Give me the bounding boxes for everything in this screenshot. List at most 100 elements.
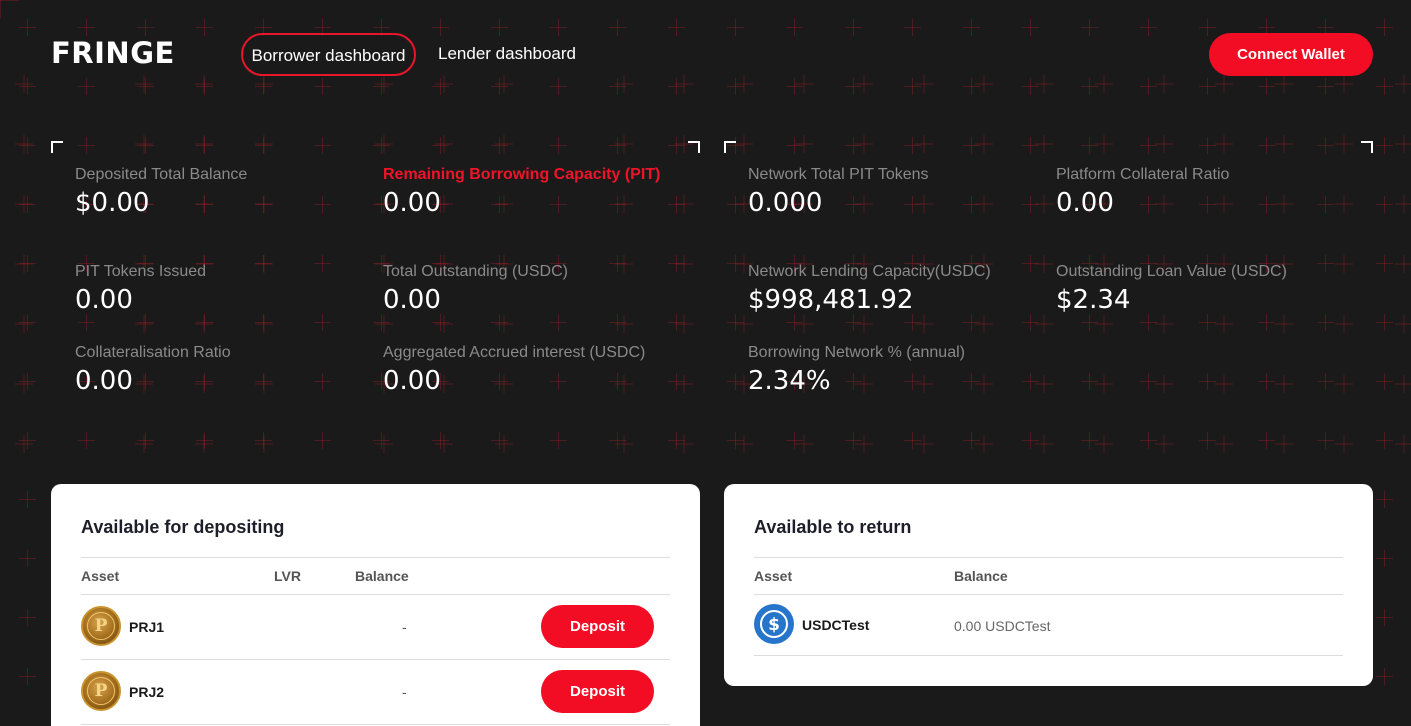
stat-label: Remaining Borrowing Capacity (PIT) bbox=[383, 166, 661, 183]
table-row: $ USDCTest 0.00 USDCTest bbox=[754, 595, 1343, 655]
background-cross bbox=[1335, 195, 1353, 213]
stat-network-lending-capacity: Network Lending Capacity(USDC) $998,481.… bbox=[748, 263, 991, 315]
background-cross bbox=[915, 435, 933, 453]
background-cross bbox=[1155, 135, 1173, 153]
background-cross bbox=[135, 435, 153, 453]
background-cross bbox=[675, 315, 693, 333]
background-cross bbox=[795, 435, 813, 453]
stat-deposited-total-balance: Deposited Total Balance $0.00 bbox=[75, 166, 247, 218]
background-cross bbox=[1395, 135, 1411, 153]
stat-label: Outstanding Loan Value (USDC) bbox=[1056, 263, 1287, 280]
background-cross bbox=[1155, 375, 1173, 393]
stat-borrowing-network-pct: Borrowing Network % (annual) 2.34% bbox=[748, 344, 965, 396]
stat-label: Deposited Total Balance bbox=[75, 166, 248, 183]
stat-value: 2.34% bbox=[748, 366, 831, 396]
background-cross bbox=[375, 315, 393, 333]
background-cross bbox=[1035, 435, 1053, 453]
background-cross bbox=[1155, 435, 1173, 453]
background-cross bbox=[795, 315, 813, 333]
background-cross bbox=[435, 135, 453, 153]
column-header-balance: Balance bbox=[355, 568, 409, 584]
column-header-balance: Balance bbox=[954, 568, 1008, 584]
background-cross bbox=[15, 135, 33, 153]
background-cross bbox=[1335, 375, 1353, 393]
background-cross bbox=[135, 315, 153, 333]
background-cross bbox=[375, 135, 393, 153]
divider bbox=[81, 594, 670, 595]
divider bbox=[754, 557, 1343, 558]
balance-value: - bbox=[402, 684, 407, 700]
background-cross bbox=[1275, 195, 1293, 213]
fringe-logo[interactable]: FRINGE bbox=[51, 36, 175, 70]
stat-label: PIT Tokens Issued bbox=[75, 263, 207, 280]
background-cross bbox=[1395, 195, 1411, 213]
background-cross bbox=[1215, 135, 1233, 153]
background-cross bbox=[1335, 435, 1353, 453]
background-cross bbox=[615, 315, 633, 333]
background-cross bbox=[915, 135, 933, 153]
usdc-icon: $ bbox=[754, 604, 794, 644]
background-cross bbox=[975, 195, 993, 213]
background-cross bbox=[1335, 315, 1353, 333]
stat-remaining-borrowing-capacity: Remaining Borrowing Capacity (PIT) 0.00 bbox=[383, 166, 660, 218]
panel-corner-top-left bbox=[724, 141, 736, 153]
background-cross bbox=[1035, 255, 1053, 273]
stat-outstanding-loan-value: Outstanding Loan Value (USDC) $2.34 bbox=[1056, 263, 1287, 315]
svg-text:$: $ bbox=[768, 615, 780, 635]
background-cross bbox=[255, 375, 273, 393]
background-cross bbox=[855, 435, 873, 453]
background-cross bbox=[495, 135, 513, 153]
background-cross bbox=[975, 135, 993, 153]
stat-value: 0.00 bbox=[383, 285, 441, 315]
background-cross bbox=[135, 135, 153, 153]
panel-corner-top-left bbox=[51, 141, 63, 153]
asset-name: PRJ1 bbox=[129, 619, 165, 635]
background-cross bbox=[915, 315, 933, 333]
prj-coin-icon: P bbox=[81, 606, 121, 646]
background-cross bbox=[975, 435, 993, 453]
background-cross bbox=[615, 255, 633, 273]
prj-coin-icon: P bbox=[81, 671, 121, 711]
background-cross bbox=[15, 435, 33, 453]
background-cross bbox=[435, 315, 453, 333]
background-cross bbox=[195, 435, 213, 453]
asset-name: PRJ2 bbox=[129, 684, 165, 700]
deposit-button[interactable]: Deposit bbox=[541, 670, 654, 713]
background-cross bbox=[195, 315, 213, 333]
background-cross bbox=[1035, 195, 1053, 213]
background-cross bbox=[1215, 315, 1233, 333]
stat-value: 0.00 bbox=[75, 366, 133, 396]
stat-total-outstanding: Total Outstanding (USDC) 0.00 bbox=[383, 263, 568, 315]
connect-wallet-button[interactable]: Connect Wallet bbox=[1209, 33, 1373, 76]
background-cross bbox=[1395, 255, 1411, 273]
background-cross bbox=[855, 315, 873, 333]
background-cross bbox=[1335, 255, 1353, 273]
background-cross bbox=[495, 315, 513, 333]
background-cross bbox=[15, 315, 33, 333]
background-cross bbox=[1395, 315, 1411, 333]
stat-value: $998,481.92 bbox=[748, 285, 914, 315]
deposit-button[interactable]: Deposit bbox=[541, 605, 654, 648]
background-cross bbox=[1095, 135, 1113, 153]
stat-value: 0.00 bbox=[383, 188, 441, 218]
background-cross bbox=[1275, 375, 1293, 393]
stat-label: Borrowing Network % (annual) bbox=[748, 344, 965, 361]
background-cross bbox=[495, 435, 513, 453]
stat-network-total-pit-tokens: Network Total PIT Tokens 0.000 bbox=[748, 166, 929, 218]
stat-label: Platform Collateral Ratio bbox=[1056, 166, 1230, 183]
stat-value: $2.34 bbox=[1056, 285, 1131, 315]
table-row: P PRJ1 - Deposit bbox=[81, 595, 670, 660]
background-cross bbox=[375, 435, 393, 453]
tab-lender-dashboard[interactable]: Lender dashboard bbox=[438, 44, 577, 63]
tab-borrower-dashboard[interactable]: Borrower dashboard bbox=[241, 33, 416, 76]
stat-label: Network Lending Capacity(USDC) bbox=[748, 263, 991, 280]
background-cross bbox=[675, 375, 693, 393]
card-title: Available for depositing bbox=[81, 517, 285, 537]
stat-collateralisation-ratio: Collateralisation Ratio 0.00 bbox=[75, 344, 231, 396]
stat-pit-tokens-issued: PIT Tokens Issued 0.00 bbox=[75, 263, 206, 315]
stat-value: 0.00 bbox=[383, 366, 441, 396]
stat-label: Aggregated Accrued interest (USDC) bbox=[383, 344, 646, 361]
background-cross bbox=[195, 135, 213, 153]
stat-value: 0.00 bbox=[1056, 188, 1114, 218]
background-cross bbox=[1035, 135, 1053, 153]
